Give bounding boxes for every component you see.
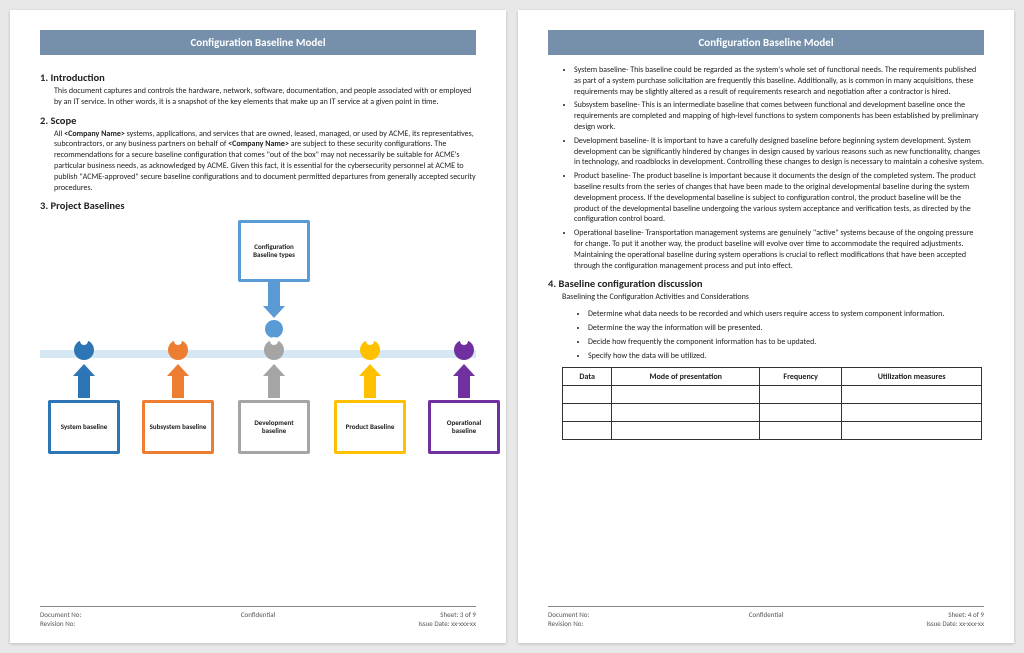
footer-confidential: Confidential (185, 610, 330, 619)
arrow-down-icon (268, 282, 285, 318)
considerations-list: Determine what data needs to be recorded… (588, 309, 984, 361)
baseline-node-label: System baseline (48, 400, 120, 454)
baseline-type-item: Product baseline- The product baseline i… (574, 171, 984, 225)
page2-body: System baseline- This baseline could be … (548, 65, 984, 606)
page-right: Configuration Baseline Model System base… (518, 10, 1014, 643)
baseline-type-item: Subsystem baseline- This is an intermedi… (574, 100, 984, 132)
footer-sheet: Sheet: 4 of 9 (839, 610, 984, 619)
footer-doc-no: Document No: (548, 610, 693, 619)
baseline-node-label: Subsystem baseline (142, 400, 214, 454)
table-header-cell: Utilization measures (842, 368, 982, 386)
footer-doc-no: Document No: (40, 610, 185, 619)
center-node-ball (265, 320, 283, 338)
footer-left: Document No: Confidential Sheet: 3 of 9 … (40, 606, 476, 628)
consideration-item: Determine what data needs to be recorded… (588, 309, 984, 320)
baseline-node-label: Development baseline (238, 400, 310, 454)
baseline-node: System baseline (48, 340, 120, 454)
baseline-node-label: Product Baseline (334, 400, 406, 454)
footer-rev-no: Revision No: (548, 619, 693, 628)
heading-intro: 1. Introduction (40, 71, 476, 84)
footer-confidential: Confidential (693, 610, 838, 619)
table-header-row: DataMode of presentationFrequencyUtiliza… (563, 368, 982, 386)
data-table: DataMode of presentationFrequencyUtiliza… (562, 367, 982, 440)
heading-scope: 2. Scope (40, 114, 476, 127)
baseline-type-item: Development baseline- It is important to… (574, 136, 984, 168)
consideration-item: Decide how frequently the component info… (588, 337, 984, 348)
baseline-node-label: Operational baseline (428, 400, 500, 454)
baseline-node: Product Baseline (334, 340, 406, 454)
page1-body: 1. Introduction This document captures a… (40, 65, 476, 606)
table-header-cell: Mode of presentation (612, 368, 760, 386)
intro-text: This document captures and controls the … (54, 86, 476, 108)
heading-discussion: 4. Baseline configuration discussion (548, 277, 984, 290)
consideration-item: Determine the way the information will b… (588, 323, 984, 334)
scope-text: All <Company Name> systems, applications… (54, 129, 476, 194)
footer-issue: Issue Date: xx-xxx-xx (839, 619, 984, 628)
baseline-node: Subsystem baseline (142, 340, 214, 454)
table-header-cell: Frequency (760, 368, 842, 386)
table-header-cell: Data (563, 368, 612, 386)
consideration-item: Specify how the data will be utilized. (588, 351, 984, 362)
table-row (563, 422, 982, 440)
baseline-type-item: Operational baseline- Transportation man… (574, 228, 984, 271)
baseline-type-item: System baseline- This baseline could be … (574, 65, 984, 97)
header-bar: Configuration Baseline Model (40, 30, 476, 55)
discussion-subtitle: Baselining the Configuration Activities … (562, 292, 984, 303)
table-row (563, 386, 982, 404)
baseline-node: Development baseline (238, 340, 310, 454)
baselines-diagram: Configuration Baseline types System base… (40, 220, 476, 490)
table-row (563, 404, 982, 422)
page-left: Configuration Baseline Model 1. Introduc… (10, 10, 506, 643)
config-types-box: Configuration Baseline types (238, 220, 310, 282)
baseline-node: Operational baseline (428, 340, 500, 454)
footer-rev-no: Revision No: (40, 619, 185, 628)
header-bar: Configuration Baseline Model (548, 30, 984, 55)
baseline-types-list: System baseline- This baseline could be … (574, 65, 984, 271)
footer-sheet: Sheet: 3 of 9 (331, 610, 476, 619)
heading-baselines: 3. Project Baselines (40, 199, 476, 212)
footer-issue: Issue Date: xx-xxx-xx (331, 619, 476, 628)
footer-right: Document No: Confidential Sheet: 4 of 9 … (548, 606, 984, 628)
